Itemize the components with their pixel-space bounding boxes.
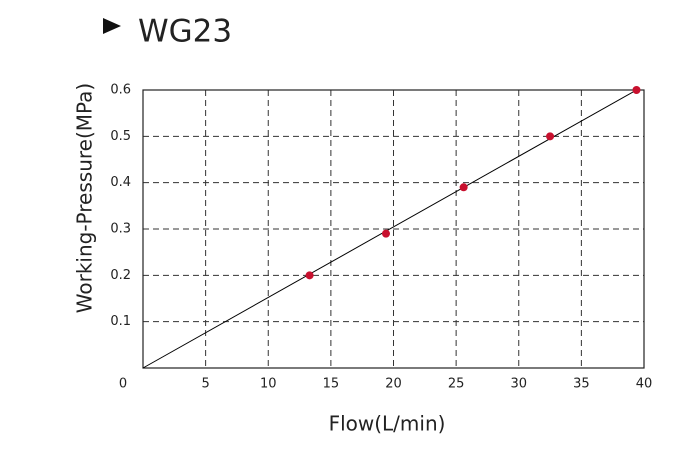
x-tick-label: 20 xyxy=(385,377,402,392)
x-axis-label: Flow(L/min) xyxy=(329,412,446,436)
x-tick-label: 10 xyxy=(260,377,277,392)
y-axis-label: Working-Pressure(MPa) xyxy=(73,83,97,313)
x-tick-label: 5 xyxy=(201,377,209,392)
data-point xyxy=(632,86,641,94)
series-line xyxy=(142,89,637,369)
y-tick-label: 0.2 xyxy=(110,268,131,283)
x-tick-label: 35 xyxy=(573,377,590,392)
title-icon xyxy=(103,18,121,34)
x-tick-label: 25 xyxy=(448,377,465,392)
y-tick-label: 0.1 xyxy=(110,314,131,329)
y-tick-label: 0.4 xyxy=(110,175,131,190)
x-tick-label: 0 xyxy=(119,377,127,392)
data-point xyxy=(459,183,468,192)
x-tick-label: 30 xyxy=(510,377,527,392)
y-tick-label: 0.3 xyxy=(110,222,131,237)
data-point xyxy=(546,132,555,141)
x-tick-label: 40 xyxy=(636,377,653,392)
x-tick-label: 15 xyxy=(323,377,340,392)
data-point xyxy=(305,271,314,280)
plot-frame xyxy=(142,89,645,369)
chart-title: WG23 xyxy=(138,14,232,50)
y-tick-label: 0.6 xyxy=(110,83,131,98)
y-tick-label: 0.5 xyxy=(110,129,131,144)
data-point xyxy=(381,229,390,238)
